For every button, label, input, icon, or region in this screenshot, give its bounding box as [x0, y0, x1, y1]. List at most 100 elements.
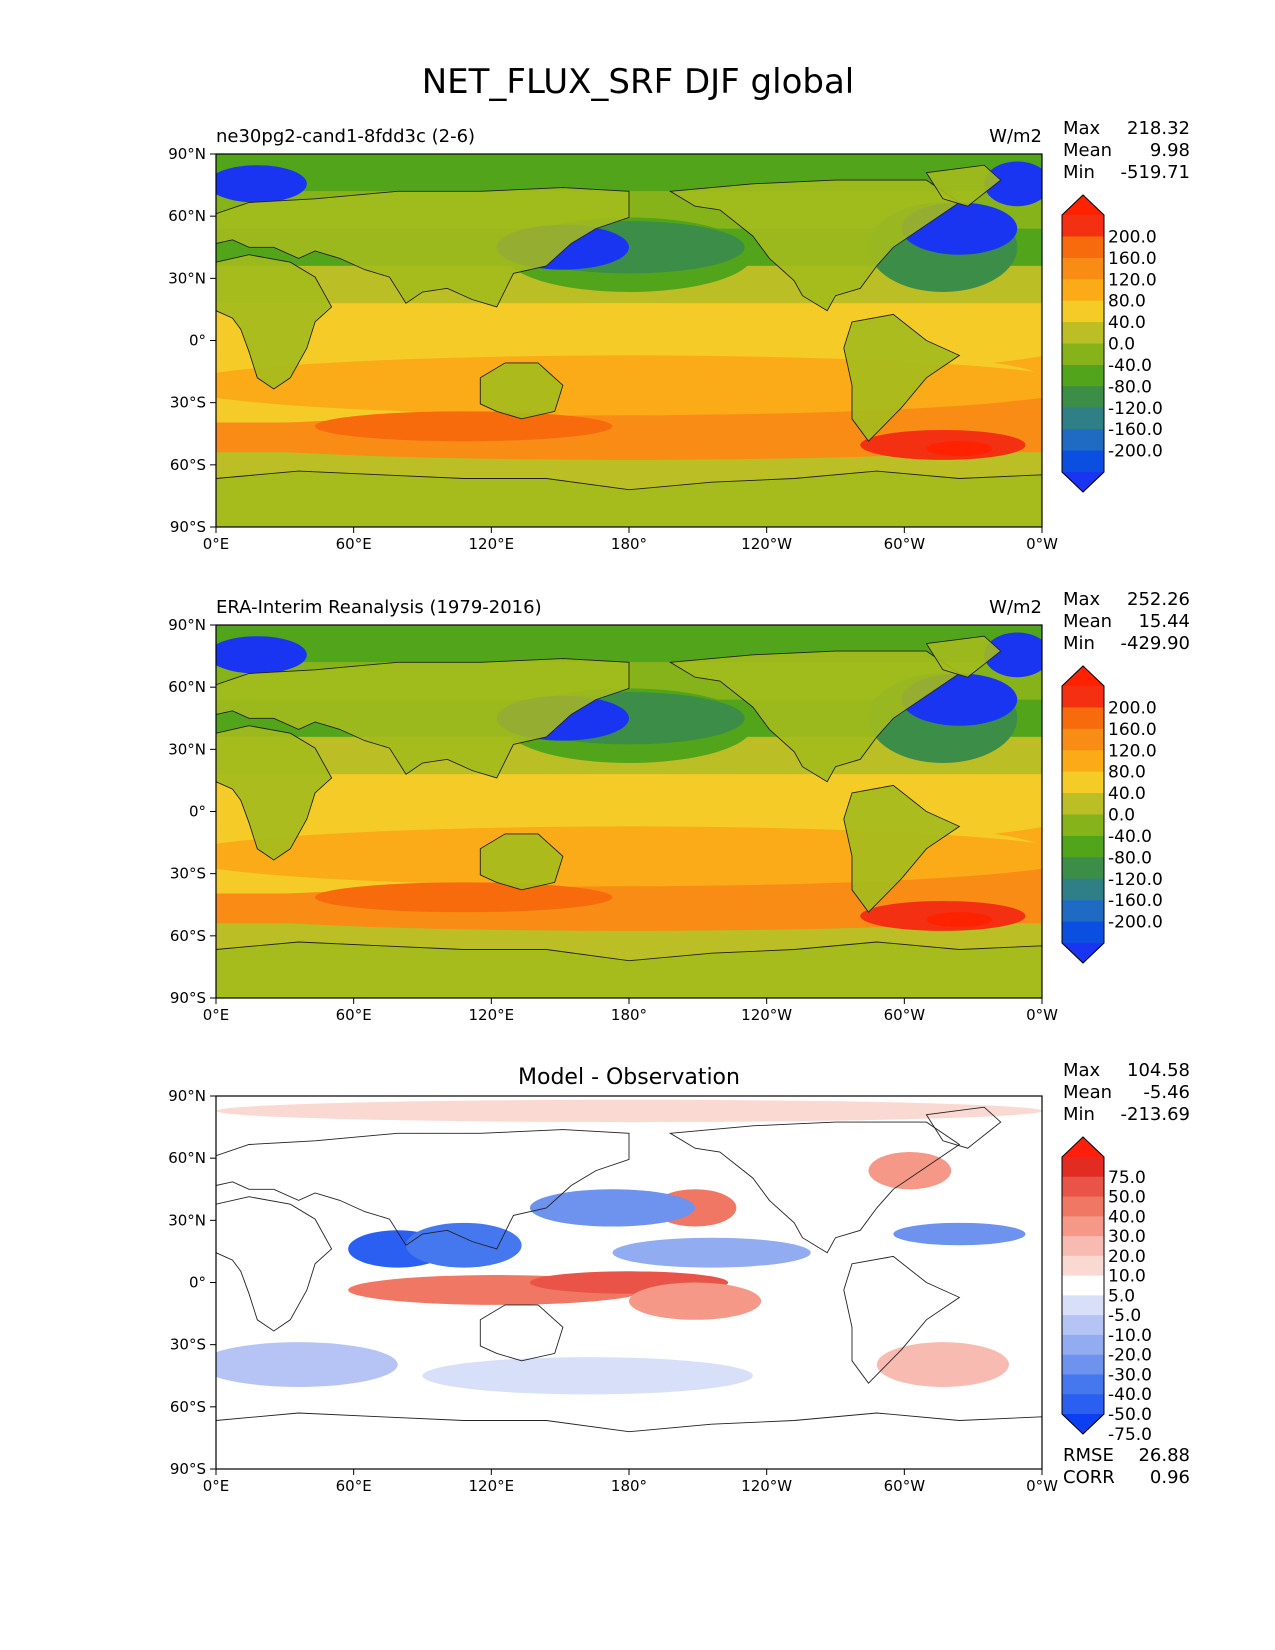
field-blob: [893, 1222, 1026, 1246]
colorbar-extend-top: [1062, 666, 1104, 686]
stat-label: Min: [1063, 1104, 1095, 1125]
colorbar-segment: [1062, 386, 1104, 409]
colorbar-outline: [1061, 194, 1105, 493]
colorbar-extend-top: [1062, 1137, 1104, 1157]
coastline: [925, 164, 1002, 207]
colorbar-tick-label: 30.0: [1108, 1227, 1146, 1247]
colorbar-tick-label: -200.0: [1108, 442, 1163, 462]
colorbar-segment: [1062, 1394, 1104, 1415]
x-tick-label: 180°: [611, 1006, 647, 1024]
colorbar-tick-label: 20.0: [1108, 1247, 1146, 1267]
colorbar-segment: [1062, 1315, 1104, 1336]
colorbar-tick-label: -80.0: [1108, 377, 1152, 397]
field-blob: [216, 636, 307, 674]
x-tick-label: 120°W: [741, 1477, 792, 1495]
y-tick-label: 60°S: [170, 1398, 206, 1416]
stat-label: RMSE: [1063, 1445, 1114, 1466]
colorbar-segment: [1062, 1255, 1104, 1277]
colorbar-segment: [1062, 1176, 1104, 1198]
coastline: [216, 1196, 333, 1332]
colorbar-segment: [1062, 750, 1104, 773]
coastline: [216, 725, 333, 861]
colorbar-segment: [1062, 728, 1104, 751]
coastline: [216, 254, 333, 390]
field-blob: [984, 161, 1042, 207]
field-blob: [216, 826, 1042, 887]
panel-difference: 0°E 60°E 120°E 180° 120°W 60°W 0°W 90°N 60°N 30°N…: [168, 1060, 1190, 1495]
field-blob: [529, 1189, 696, 1227]
stat-value: -5.46: [1143, 1082, 1190, 1103]
stat-value: 252.26: [1127, 589, 1190, 610]
x-tick-label: 60°W: [884, 1006, 926, 1024]
field-blob: [315, 411, 613, 442]
y-tick-label: 90°S: [170, 1460, 206, 1478]
field-blob: [216, 355, 1042, 416]
colorbar-tick-label: -10.0: [1108, 1326, 1152, 1346]
colorbar-segment: [1062, 343, 1104, 366]
y-tick-label: 90°S: [170, 518, 206, 536]
field-blob: [629, 1282, 762, 1320]
stat-label: Mean: [1063, 611, 1112, 632]
y-tick-label: 60°N: [168, 207, 206, 225]
coastline: [216, 658, 630, 779]
y-tick-label: 60°N: [168, 1149, 206, 1167]
coastline: [843, 313, 961, 442]
x-tick-label: 0°W: [1026, 535, 1058, 553]
colorbar-segment: [1062, 793, 1104, 815]
colorbar-tick-label: 120.0: [1108, 741, 1157, 761]
coastline: [668, 179, 961, 312]
y-tick-label: 90°N: [168, 145, 206, 163]
colorbar-extend-bottom: [1062, 943, 1104, 963]
coastline: [925, 1106, 1002, 1149]
x-tick-label: 0°W: [1026, 1006, 1058, 1024]
field-blob: [405, 1222, 522, 1268]
field-blob: [216, 1342, 398, 1387]
coastline: [668, 1121, 961, 1254]
colorbar-tick-label: -50.0: [1108, 1405, 1152, 1425]
y-tick-label: 90°N: [168, 616, 206, 634]
field-blob: [216, 1099, 1042, 1123]
map-field: [216, 154, 1042, 527]
colorbar-segment: [1062, 900, 1104, 923]
colorbar-tick-label: 0.0: [1108, 335, 1135, 355]
colorbar-extend-bottom: [1062, 1414, 1104, 1434]
colorbar-segment: [1062, 1295, 1104, 1316]
colorbar-segment: [1062, 1157, 1104, 1178]
stat-value: -519.71: [1121, 162, 1190, 183]
colorbar-outline: [1061, 665, 1105, 964]
colorbar-extend-top: [1062, 195, 1104, 215]
colorbar-segment: [1062, 215, 1104, 237]
y-tick-label: 0°: [189, 1274, 206, 1292]
colorbar-tick-label: 80.0: [1108, 763, 1146, 783]
x-tick-label: 120°E: [469, 535, 515, 553]
colorbar-segment: [1062, 1236, 1104, 1257]
x-tick-label: 120°E: [469, 1477, 515, 1495]
colorbar-segment: [1062, 257, 1104, 280]
x-tick-label: 180°: [611, 535, 647, 553]
y-tick-label: 30°N: [168, 269, 206, 287]
stat-label: Max: [1063, 1060, 1101, 1081]
stat-value: 26.88: [1138, 1445, 1190, 1466]
colorbar: 200.0160.0120.080.040.00.0-40.0-80.0-120…: [1061, 665, 1163, 964]
stat-label: Max: [1063, 118, 1101, 139]
coastline: [479, 1304, 564, 1362]
y-tick-label: 30°N: [168, 740, 206, 758]
x-tick-label: 120°W: [741, 1006, 792, 1024]
colorbar-extend-bottom: [1062, 472, 1104, 492]
stat-label: Mean: [1063, 140, 1112, 161]
x-tick-label: 60°E: [336, 1477, 372, 1495]
colorbar-tick-label: -40.0: [1108, 356, 1152, 376]
colorbar-segment: [1062, 429, 1104, 452]
stat-label: CORR: [1063, 1467, 1115, 1488]
x-tick-label: 60°W: [884, 1477, 926, 1495]
colorbar: 200.0160.0120.080.040.00.0-40.0-80.0-120…: [1061, 194, 1163, 493]
colorbar-tick-label: 160.0: [1108, 720, 1157, 740]
y-tick-label: 60°N: [168, 678, 206, 696]
colorbar-segment: [1062, 450, 1104, 473]
y-tick-label: 30°S: [170, 865, 206, 883]
colorbar-segment: [1062, 1374, 1104, 1395]
colorbar-segment: [1062, 407, 1104, 430]
colorbar-segment: [1062, 1196, 1104, 1217]
colorbar-tick-label: 5.0: [1108, 1286, 1135, 1306]
colorbar-segment: [1062, 814, 1104, 837]
